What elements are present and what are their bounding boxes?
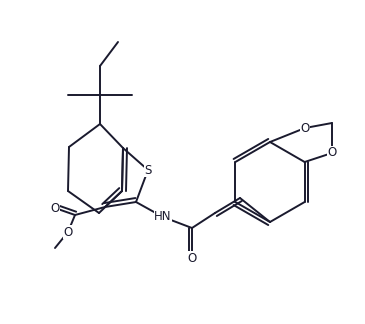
Text: O: O — [327, 146, 337, 159]
Text: O: O — [50, 202, 59, 214]
Text: O: O — [300, 122, 310, 134]
Text: HN: HN — [154, 211, 172, 224]
Text: S: S — [144, 164, 152, 177]
Text: O: O — [64, 226, 73, 238]
Text: O: O — [187, 251, 197, 264]
